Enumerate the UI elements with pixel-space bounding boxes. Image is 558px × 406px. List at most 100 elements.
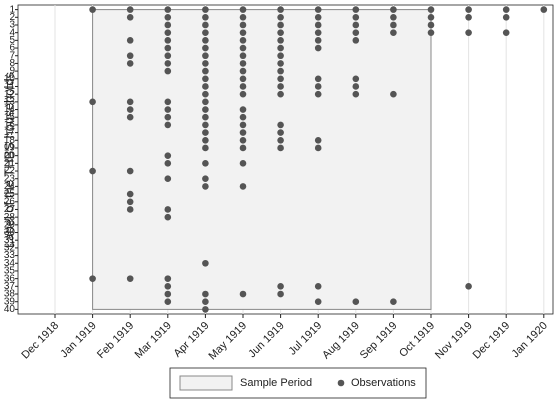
- y-tick-label: 15: [4, 112, 16, 123]
- point: [314, 13, 322, 21]
- y-tick-label: 3: [9, 20, 15, 31]
- y-tick-label: 12: [4, 89, 16, 100]
- point: [126, 167, 134, 175]
- sample-period: [92, 9, 432, 310]
- point: [390, 29, 397, 36]
- point: [239, 90, 247, 98]
- point: [164, 106, 172, 113]
- point: [502, 13, 510, 21]
- x-tick-label: Dec 1919: [471, 320, 513, 362]
- y-tick-label: 34: [4, 258, 16, 269]
- point: [202, 60, 209, 67]
- point: [239, 52, 247, 60]
- point: [202, 83, 209, 90]
- point: [239, 37, 247, 44]
- point: [164, 206, 172, 213]
- point: [164, 121, 172, 129]
- point: [164, 29, 172, 36]
- y-tick-label: 21: [4, 158, 16, 169]
- y-tick-label: 19: [4, 143, 16, 154]
- y-tick-label: 27: [4, 204, 16, 215]
- y-tick-label: 37: [4, 281, 16, 292]
- point: [202, 144, 209, 152]
- point: [314, 144, 322, 152]
- y-tick-label: 25: [4, 189, 16, 200]
- x-tick-label: Feb 1919: [95, 320, 136, 361]
- point: [277, 121, 284, 129]
- legend-label: Sample Period: [240, 377, 312, 389]
- point: [202, 90, 209, 98]
- y-tick-label: 13: [4, 96, 16, 107]
- point: [465, 29, 472, 36]
- point: [239, 106, 247, 113]
- point: [126, 190, 134, 198]
- legend-swatch: [179, 375, 233, 391]
- y-tick-label: 33: [4, 250, 16, 261]
- point: [352, 29, 360, 36]
- point: [126, 206, 134, 213]
- point: [202, 113, 209, 121]
- point: [239, 290, 247, 298]
- point: [164, 152, 172, 159]
- point: [277, 290, 284, 298]
- point: [202, 98, 209, 106]
- y-tick-label: 32: [4, 243, 16, 254]
- point: [239, 60, 247, 67]
- point: [202, 290, 209, 298]
- point: [89, 167, 96, 175]
- point: [239, 160, 247, 167]
- x-tick-label: May 1919: [207, 320, 250, 363]
- point: [390, 21, 397, 29]
- point: [202, 29, 209, 36]
- point: [352, 298, 360, 306]
- x-tick-label: Jul 1919: [286, 320, 324, 358]
- y-tick-label: 29: [4, 219, 16, 230]
- point: [277, 283, 284, 290]
- point: [164, 298, 172, 306]
- x-tick-label: Dec 1918: [19, 320, 61, 362]
- y-tick-label: 17: [4, 127, 16, 138]
- point: [164, 44, 172, 52]
- point: [239, 113, 247, 121]
- point: [164, 67, 172, 75]
- point: [314, 298, 322, 306]
- point: [277, 44, 284, 52]
- y-tick-label: 39: [4, 296, 16, 307]
- point: [427, 21, 435, 29]
- y-tick-label: 7: [9, 50, 15, 61]
- point: [314, 90, 322, 98]
- point: [540, 6, 548, 13]
- point: [202, 52, 209, 60]
- point: [352, 90, 360, 98]
- y-tick-label: 35: [4, 266, 16, 277]
- point: [277, 6, 284, 13]
- point: [126, 37, 134, 44]
- point: [465, 283, 472, 290]
- point: [314, 37, 322, 44]
- x-tick-label: Jan 1920: [509, 320, 549, 360]
- point: [277, 90, 284, 98]
- y-tick-label: 24: [4, 181, 16, 192]
- x-tick-label: Jan 1919: [58, 320, 98, 360]
- y-tick-label: 10: [4, 73, 16, 84]
- point: [164, 275, 172, 282]
- point: [277, 136, 284, 144]
- point: [277, 13, 284, 21]
- point: [89, 6, 96, 13]
- point: [202, 37, 209, 44]
- point: [164, 290, 172, 298]
- y-tick-label: 38: [4, 289, 16, 300]
- point: [202, 44, 209, 52]
- x-tick-label: Mar 1919: [133, 320, 174, 361]
- point: [89, 98, 96, 106]
- point: [277, 129, 284, 136]
- point: [314, 29, 322, 36]
- point: [164, 21, 172, 29]
- y-tick-label: 36: [4, 273, 16, 284]
- point: [427, 13, 435, 21]
- point: [277, 37, 284, 44]
- point: [239, 136, 247, 144]
- point: [202, 106, 209, 113]
- point: [202, 160, 209, 167]
- point: [314, 83, 322, 90]
